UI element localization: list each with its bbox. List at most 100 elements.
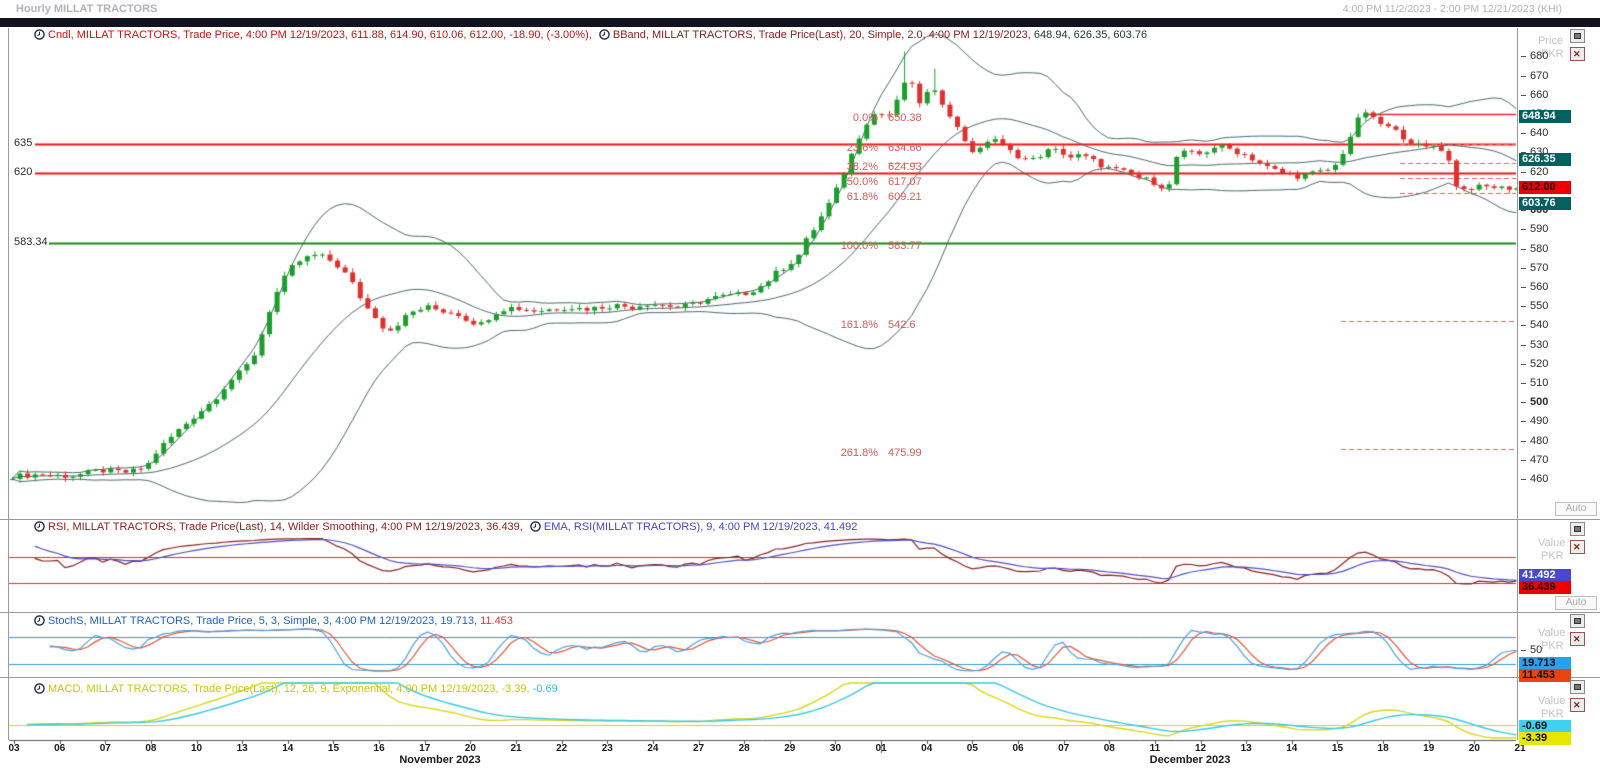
- restore-icon[interactable]: [1570, 29, 1585, 43]
- stoch-axis-unit: PKR: [1541, 640, 1564, 652]
- fib-level-pct: 23.6%: [846, 142, 878, 155]
- restore-icon[interactable]: [1570, 522, 1585, 536]
- tick-mark: [1521, 133, 1526, 135]
- macd-legend-text[interactable]: MACD, MILLAT TRACTORS, Trade Price(Last)…: [48, 683, 530, 696]
- main-legend[interactable]: Cndl, MILLAT TRACTORS, Trade Price, 4:00…: [34, 29, 1147, 41]
- rsi-auto-scale-button[interactable]: Auto: [1555, 596, 1597, 610]
- stoch-legend[interactable]: StochS, MILLAT TRACTORS, Trade Price, 5,…: [34, 615, 513, 627]
- x-axis-month-label: November 2023: [399, 754, 481, 766]
- clock-icon: [34, 29, 45, 40]
- x-axis-day-label: 19: [1423, 743, 1435, 754]
- price-tick-label: 660: [1530, 88, 1549, 101]
- tick-mark: [1521, 210, 1526, 212]
- price-alert-label: 635: [13, 136, 34, 149]
- x-axis-day-label: 22: [556, 743, 568, 754]
- clock-icon: [34, 521, 45, 532]
- rsi-ema-legend-text[interactable]: EMA, RSI(MILLAT TRACTORS), 9, 4:00 PM 12…: [543, 521, 858, 534]
- top-divider-bar: [0, 18, 1600, 27]
- macd-legend[interactable]: MACD, MILLAT TRACTORS, Trade Price(Last)…: [34, 683, 558, 695]
- tick-mark: [1521, 229, 1526, 231]
- price-tick-label: 470: [1530, 453, 1549, 466]
- plot-left-border: [8, 28, 9, 740]
- restore-icon[interactable]: [1570, 680, 1585, 694]
- price-tick-label: 510: [1530, 377, 1549, 390]
- stoch-panel-controls: [1568, 614, 1600, 650]
- price-badge: 603.76: [1519, 196, 1571, 210]
- x-axis-day-label: 06: [1012, 743, 1024, 754]
- price-alert-label: 620: [13, 165, 34, 178]
- close-icon[interactable]: [1570, 47, 1585, 61]
- tick-mark: [1521, 383, 1526, 385]
- price-tick-label: 520: [1530, 357, 1549, 370]
- x-axis-day-label: 28: [738, 743, 750, 754]
- macd-axis-unit: PKR: [1541, 708, 1564, 720]
- macd-axis-title: Value: [1538, 695, 1566, 707]
- panel-separator[interactable]: [0, 677, 1600, 678]
- price-badge: 648.94: [1519, 110, 1571, 123]
- x-axis-day-label: 27: [692, 743, 705, 754]
- price-tick-label: 530: [1530, 338, 1549, 351]
- fib-level-value: 634.66: [888, 142, 922, 155]
- macd-signal-badge: -0.69: [1519, 719, 1571, 733]
- price-tick-label: 550: [1530, 300, 1549, 313]
- stoch-k-badge: 19.713: [1519, 656, 1571, 670]
- clock-icon: [599, 29, 610, 40]
- x-axis-day-label: 15: [1331, 743, 1344, 754]
- price-tick-label: 540: [1530, 319, 1549, 332]
- x-axis-day-label: 20: [1468, 743, 1480, 754]
- bband-legend-values: 648.94, 626.35, 603.76: [1033, 29, 1148, 42]
- price-alert-label: 583.34: [13, 236, 49, 249]
- close-icon[interactable]: [1570, 698, 1585, 712]
- price-tick-label: 560: [1530, 280, 1549, 293]
- main-auto-scale-button[interactable]: Auto: [1555, 502, 1597, 516]
- fib-level-pct: 50.0%: [846, 176, 878, 189]
- clock-icon: [530, 521, 541, 532]
- x-axis-day-label: 11: [1149, 743, 1161, 754]
- rsi-panel-controls: [1568, 522, 1600, 558]
- tick-mark: [1521, 344, 1526, 346]
- x-axis-day-label: 23: [601, 743, 613, 754]
- clock-icon: [34, 615, 45, 626]
- fib-level-pct: 0.0%: [852, 112, 878, 125]
- tick-mark: [1521, 248, 1526, 250]
- rsi-legend[interactable]: RSI, MILLAT TRACTORS, Trade Price(Last),…: [34, 521, 857, 533]
- axis-left-border: [1517, 28, 1518, 740]
- x-axis-day-label: 06: [54, 743, 66, 754]
- rsi-ema-badge: 41.492: [1519, 568, 1571, 582]
- rsi-axis-unit: PKR: [1541, 550, 1564, 562]
- macd-panel-controls: [1568, 680, 1600, 716]
- price-axis-title: Price: [1538, 35, 1564, 47]
- x-axis-day-label: 05: [966, 743, 978, 754]
- rsi-legend-text[interactable]: RSI, MILLAT TRACTORS, Trade Price(Last),…: [48, 521, 523, 534]
- x-axis-day-label: 24: [647, 743, 659, 754]
- x-axis-day-label: 17: [419, 743, 431, 754]
- stoch-mid-tick: 50: [1530, 644, 1543, 656]
- tick-mark: [1521, 171, 1526, 173]
- x-axis-day-label: 18: [1377, 743, 1389, 754]
- panel-separator[interactable]: [0, 612, 1600, 613]
- fib-level-pct: 38.2%: [846, 161, 878, 174]
- panel-separator[interactable]: [0, 519, 1600, 520]
- macd-signal-value: -0.69: [532, 683, 558, 696]
- bband-legend-text[interactable]: BBand, MILLAT TRACTORS, Trade Price(Last…: [612, 29, 1031, 42]
- close-icon[interactable]: [1570, 632, 1585, 646]
- stoch-d-badge: 11.453: [1519, 668, 1571, 682]
- fib-level-value: 542.6: [888, 319, 916, 332]
- x-axis-day-label: 14: [282, 743, 294, 754]
- x-axis-day-label: 20: [464, 743, 476, 754]
- tick-mark: [1521, 75, 1526, 77]
- price-tick-label: 680: [1530, 50, 1549, 63]
- price-tick-label: 480: [1530, 434, 1549, 447]
- candle-legend-text[interactable]: Cndl, MILLAT TRACTORS, Trade Price, 4:00…: [48, 29, 592, 42]
- tick-mark: [1521, 650, 1526, 651]
- close-icon[interactable]: [1570, 540, 1585, 554]
- x-axis-day-label: 13: [1240, 743, 1252, 754]
- restore-icon[interactable]: [1570, 614, 1585, 628]
- main-panel-controls: [1568, 29, 1600, 65]
- x-axis-day-label: 10: [190, 743, 203, 754]
- tick-mark: [1521, 94, 1526, 96]
- x-axis-day-label: 15: [327, 743, 340, 754]
- stoch-legend-text[interactable]: StochS, MILLAT TRACTORS, Trade Price, 5,…: [48, 615, 478, 628]
